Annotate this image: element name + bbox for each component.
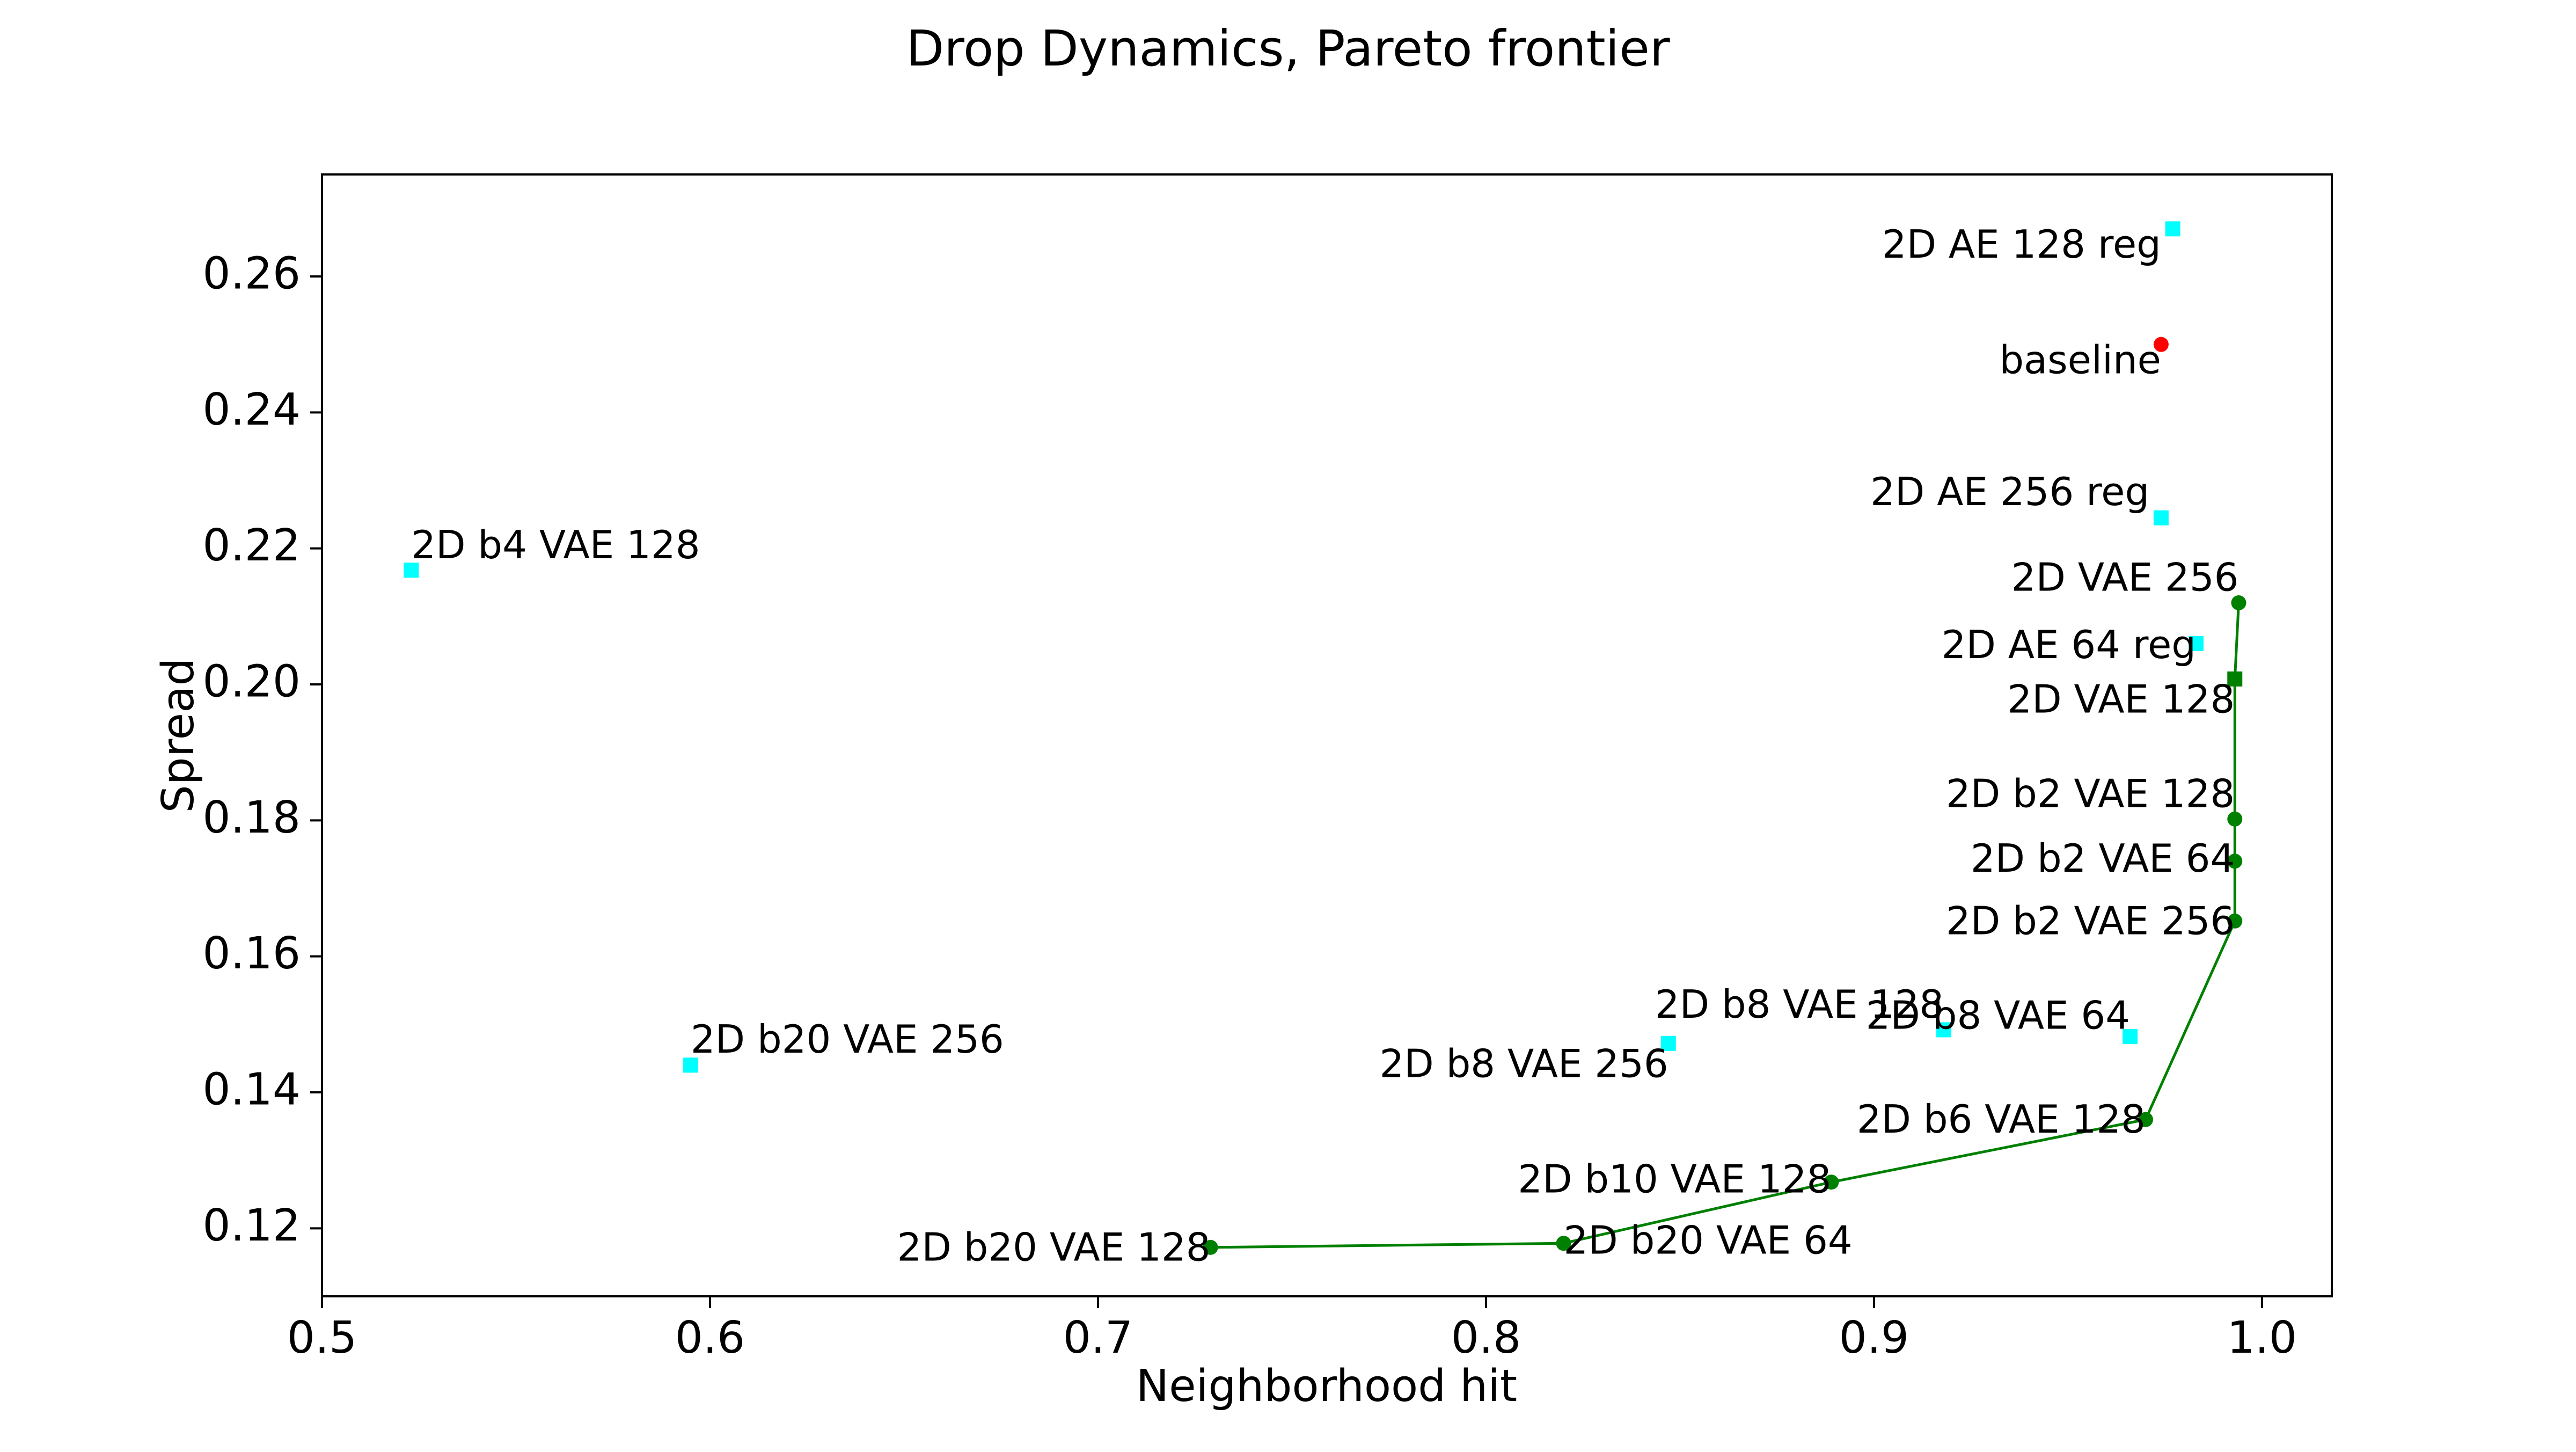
point-label: 2D b10 VAE 128: [1518, 1157, 1831, 1202]
data-point-square: [1936, 1022, 1952, 1038]
point-label: 2D b20 VAE 64: [1564, 1218, 1853, 1263]
data-point-circle: [2227, 853, 2243, 869]
y-axis-ticks: 0.12 0.14 0.16 0.18 0.20 0.22 0.24 0.26: [202, 248, 322, 1251]
data-point-square: [2123, 1029, 2138, 1045]
point-label: 2D b2 VAE 128: [1946, 771, 2235, 816]
point-label: 2D b2 VAE 64: [1971, 836, 2235, 881]
data-point-circle: [1203, 1239, 1218, 1255]
point-label: 2D b2 VAE 256: [1946, 898, 2235, 943]
x-tick-label: 0.5: [287, 1312, 357, 1363]
data-point-square: [2165, 221, 2180, 237]
plot-frame: [321, 173, 2333, 1297]
x-axis-ticks: 0.5 0.6 0.7 0.8 0.9 1.0: [287, 1296, 2297, 1363]
data-point-square: [683, 1057, 698, 1073]
data-point-square: [1660, 1035, 1676, 1051]
data-point-square: [2188, 636, 2204, 651]
data-point-circle: [2227, 811, 2243, 827]
point-label: 2D b6 VAE 128: [1857, 1097, 2146, 1142]
y-axis-label: Spread: [153, 658, 204, 813]
y-tick-label: 0.26: [202, 248, 301, 299]
y-tick-label: 0.24: [202, 384, 301, 435]
data-point-square: [2227, 671, 2243, 687]
data-point-circle: [2138, 1112, 2153, 1127]
point-label: 2D b8 VAE 128: [1655, 982, 1944, 1027]
data-point-circle: [1824, 1174, 1839, 1190]
y-tick-label: 0.18: [202, 792, 301, 843]
point-label: 2D AE 256 reg: [1870, 469, 2149, 514]
point-label: 2D AE 64 reg: [1942, 622, 2196, 667]
y-tick-label: 0.12: [202, 1200, 301, 1251]
point-label: baseline: [1999, 337, 2161, 382]
point-label: 2D b20 VAE 128: [897, 1224, 1211, 1269]
data-point-circle: [2153, 337, 2169, 352]
data-point-square: [404, 563, 419, 578]
point-label: 2D VAE 256: [2011, 555, 2239, 600]
y-tick-label: 0.14: [202, 1064, 301, 1115]
chart-title: Drop Dynamics, Pareto frontier: [906, 20, 1670, 77]
x-tick-label: 1.0: [2227, 1312, 2297, 1363]
data-point-circle: [2231, 595, 2246, 610]
data-point-circle: [2227, 913, 2243, 929]
point-label: 2D b8 VAE 64: [1866, 993, 2130, 1038]
point-label: 2D AE 128 reg: [1882, 222, 2161, 267]
point-label: 2D b8 VAE 256: [1379, 1041, 1668, 1086]
x-tick-label: 0.7: [1063, 1312, 1133, 1363]
x-axis-label: Neighborhood hit: [1136, 1361, 1517, 1412]
y-tick-label: 0.22: [202, 520, 301, 571]
data-point-square: [2153, 510, 2169, 526]
points-layer: [404, 221, 2246, 1255]
y-tick-label: 0.20: [202, 656, 301, 707]
x-tick-label: 0.6: [675, 1312, 745, 1363]
point-label: 2D VAE 128: [2007, 676, 2235, 721]
point-label: 2D b20 VAE 256: [691, 1017, 1004, 1062]
y-tick-label: 0.16: [202, 928, 301, 979]
data-point-circle: [1556, 1236, 1571, 1251]
point-label: 2D b4 VAE 128: [411, 522, 700, 567]
x-tick-label: 0.8: [1451, 1312, 1521, 1363]
point-labels-layer: 2D AE 128 reg baseline 2D AE 256 reg 2D b4 …: [411, 222, 2238, 1269]
x-tick-label: 0.9: [1839, 1312, 1909, 1363]
